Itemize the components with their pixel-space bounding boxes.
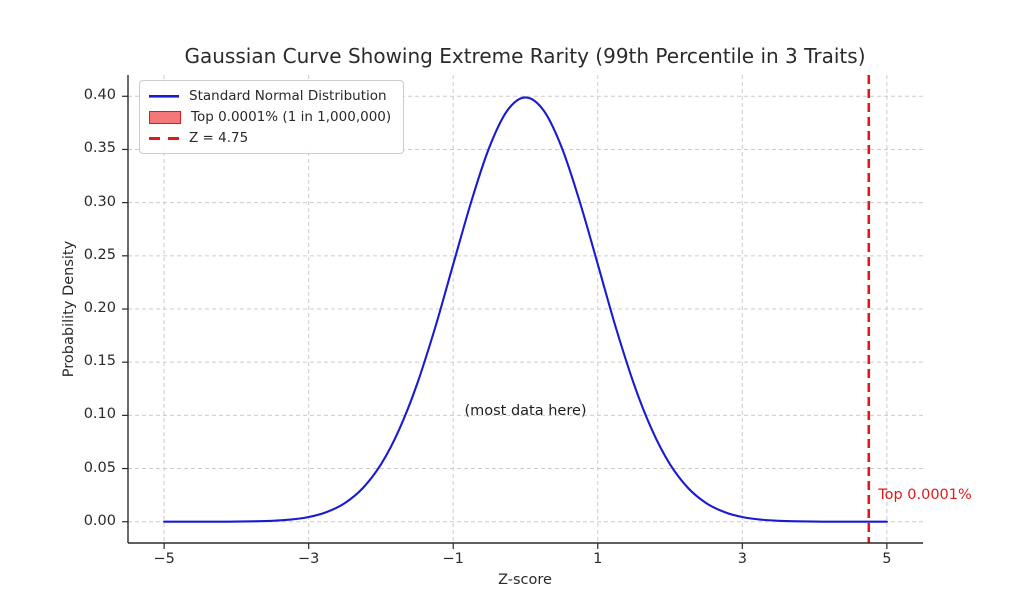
y-tick-label: 0.25 [83, 246, 116, 263]
chart-title: Gaussian Curve Showing Extreme Rarity (9… [184, 44, 866, 68]
legend-entry: Top 0.0001% (1 in 1,000,000) [149, 109, 391, 125]
x-tick-label: −5 [153, 551, 175, 567]
legend: Standard Normal Distribution Top 0.0001% … [139, 80, 405, 154]
x-tick-label: 1 [593, 551, 603, 567]
x-tick-label: −1 [442, 551, 464, 567]
legend-label: Top 0.0001% (1 in 1,000,000) [191, 109, 392, 125]
legend-dashed-swatch [149, 131, 179, 145]
x-tick-label: −3 [297, 551, 320, 567]
y-tick-label: 0.40 [83, 87, 116, 104]
legend-entry: Z = 4.75 [149, 130, 391, 146]
legend-line-swatch [149, 89, 179, 103]
y-tick-label: 0.35 [83, 140, 116, 157]
gaussian-curve [163, 96, 888, 523]
y-tick-label: 0.20 [83, 300, 116, 316]
y-tick-label: 0.10 [83, 406, 116, 423]
annotation-top-percent: Top 0.0001% [878, 487, 972, 504]
annotation-most-data: (most data here) [464, 403, 587, 420]
y-tick-label: 0.15 [83, 353, 116, 370]
x-tick-label: 5 [882, 551, 892, 567]
y-tick-label: 0.00 [83, 512, 116, 529]
legend-entry: Standard Normal Distribution [149, 88, 391, 104]
x-axis-label: Z-score [498, 572, 552, 588]
legend-label: Z = 4.75 [189, 130, 249, 146]
legend-label: Standard Normal Distribution [189, 88, 387, 104]
x-tick-label: 3 [737, 551, 747, 567]
y-tick-label: 0.30 [83, 193, 116, 210]
y-tick-label: 0.05 [83, 459, 116, 476]
legend-patch-swatch [149, 110, 181, 124]
